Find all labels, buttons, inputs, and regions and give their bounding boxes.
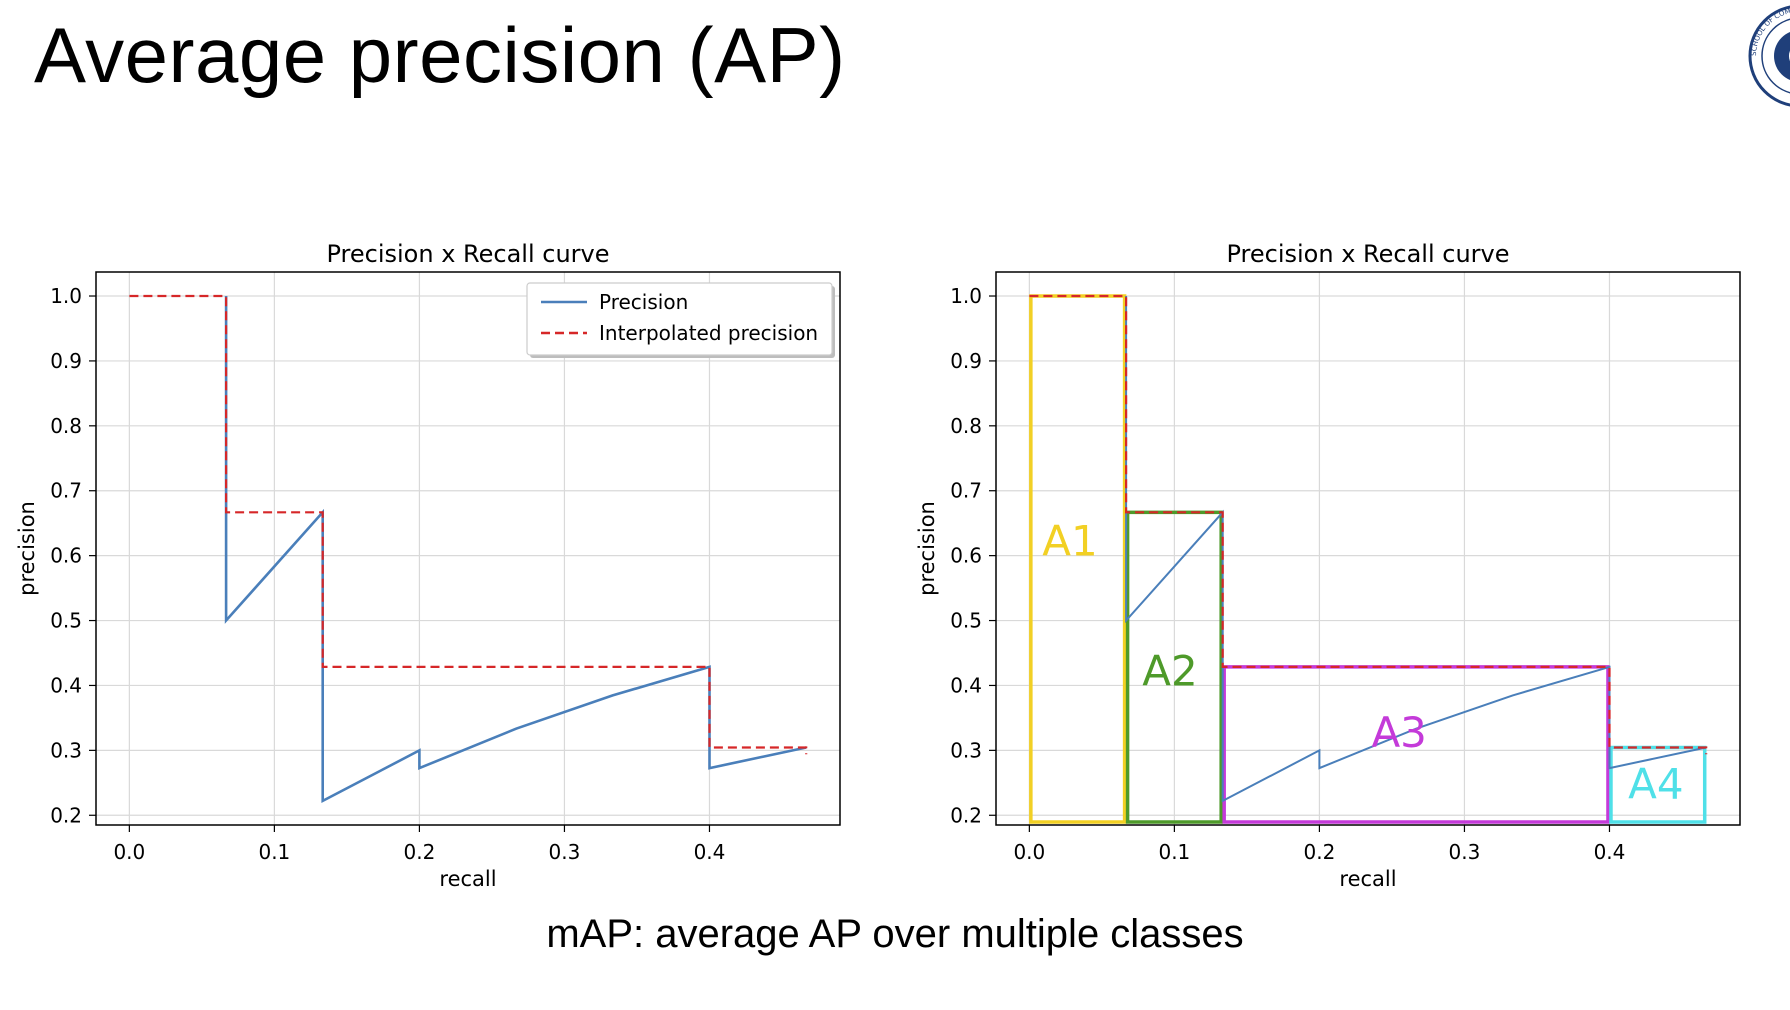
axes-frame: [995, 271, 1741, 826]
axes-frame: [95, 271, 841, 826]
precision-line: [224, 296, 807, 804]
legend-box: [526, 282, 833, 356]
y-tick-label: 0.9: [50, 349, 82, 373]
x-tick-label: 0.2: [1304, 840, 1336, 864]
y-tick-label: 0.8: [50, 414, 82, 438]
y-tick-label: 0.5: [50, 609, 82, 633]
x-tick-label: 0.4: [1594, 840, 1626, 864]
x-tick-label: 0.1: [258, 840, 290, 864]
area-rect-a2: [1125, 510, 1223, 824]
y-tick-label: 0.3: [50, 738, 82, 762]
y-tick-label: 0.4: [50, 673, 82, 697]
university-seal-icon: SCHOOL OF COMPUTER: [1740, 0, 1790, 120]
y-tick-label: 0.6: [50, 544, 82, 568]
y-axis-label: precision: [915, 501, 939, 596]
area-label-a4: A4: [1628, 759, 1683, 808]
interpolated-precision-line: [1029, 294, 1708, 755]
x-tick-label: 0.0: [1013, 840, 1045, 864]
y-tick-label: 0.2: [950, 803, 982, 827]
chart-1: 0.0 0.1 0.2 0.3 0.4 0.2 0.3 0.4 0.5 0.6 0.7 0.8 0.9 1…: [15, 240, 841, 891]
y-tick-label: 0.2: [50, 803, 82, 827]
x-axis-label: recall: [1339, 867, 1396, 891]
area-label-a1: A1: [1042, 517, 1097, 566]
legend-label: Interpolated precision: [599, 321, 818, 345]
x-tick-label: 0.0: [113, 840, 145, 864]
y-tick-label: 0.8: [950, 414, 982, 438]
chart-title: Precision x Recall curve: [1226, 240, 1509, 268]
y-tick-label: 0.6: [950, 544, 982, 568]
slide-title: Average precision (AP): [34, 11, 846, 99]
slide-caption: mAP: average AP over multiple classes: [546, 912, 1244, 956]
area-label-a3: A3: [1371, 708, 1426, 757]
legend-label: Precision: [599, 290, 688, 314]
x-tick-label: 0.1: [1158, 840, 1190, 864]
y-axis-label: precision: [15, 501, 39, 596]
y-tick-label: 0.7: [50, 479, 82, 503]
y-tick-label: 0.3: [950, 738, 982, 762]
x-tick-label: 0.3: [549, 840, 581, 864]
x-tick-label: 0.4: [694, 840, 726, 864]
x-tick-label: 0.3: [1449, 840, 1481, 864]
y-tick-label: 0.7: [950, 479, 982, 503]
x-tick-label: 0.2: [404, 840, 436, 864]
chart-title: Precision x Recall curve: [326, 240, 609, 268]
x-axis-label: recall: [439, 867, 496, 891]
interpolated-precision-line: [129, 294, 808, 755]
y-tick-label: 1.0: [50, 284, 82, 308]
y-tick-label: 0.4: [950, 673, 982, 697]
chart-2: A1 A2 A3 A4 0.0 0.1 0.2 0.3 0.4 0.2 0.3 0.4 0.5 0.6 0.…: [915, 240, 1741, 891]
y-tick-label: 1.0: [950, 284, 982, 308]
area-label-a2: A2: [1142, 646, 1197, 695]
chart-legend: Precision Interpolated precision: [526, 282, 835, 358]
y-tick-label: 0.5: [950, 609, 982, 633]
y-tick-label: 0.9: [950, 349, 982, 373]
